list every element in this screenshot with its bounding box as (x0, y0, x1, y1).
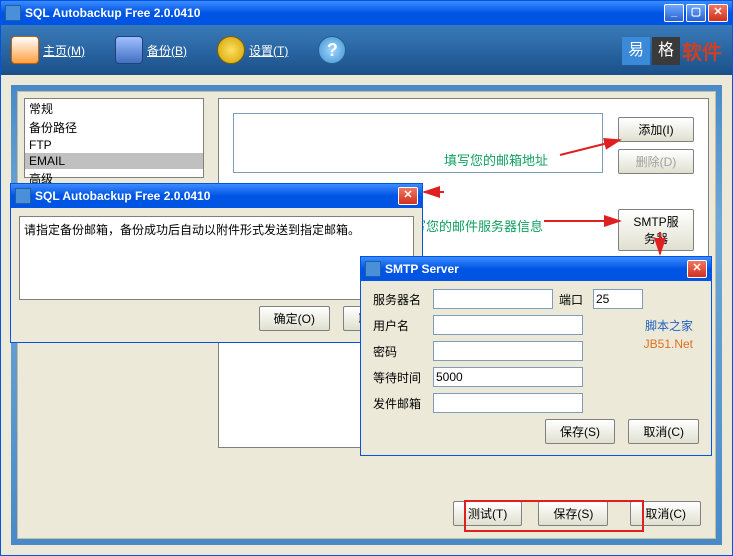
dialog1-close-button[interactable]: ✕ (398, 187, 418, 205)
label-wait: 等待时间 (373, 369, 427, 386)
backup-icon (115, 36, 143, 64)
dialog2-close-button[interactable]: ✕ (687, 260, 707, 278)
sidebar-item-ftp[interactable]: FTP (25, 137, 203, 153)
label-pass: 密码 (373, 343, 427, 360)
pass-input[interactable] (433, 341, 583, 361)
add-button[interactable]: 添加(I) (618, 117, 694, 142)
watermark-line1: 脚本之家 (644, 317, 693, 335)
toolbar-help[interactable]: ? (318, 36, 346, 64)
server-input[interactable] (433, 289, 553, 309)
minimize-button[interactable]: _ (664, 4, 684, 22)
dialog1-title: SQL Autobackup Free 2.0.0410 (35, 189, 398, 203)
wait-input[interactable] (433, 367, 583, 387)
sidebar-item-email[interactable]: EMAIL (25, 153, 203, 169)
hint-email: 填写您的邮箱地址 (444, 150, 548, 169)
watermark-line2: JB51.Net (644, 335, 693, 353)
label-port: 端口 (559, 291, 587, 308)
main-titlebar: SQL Autobackup Free 2.0.0410 _ ▢ ✕ (1, 1, 732, 25)
toolbar-home[interactable]: 主页(M) (11, 36, 85, 64)
maximize-button[interactable]: ▢ (686, 4, 706, 22)
dialog1-ok-button[interactable]: 确定(O) (259, 306, 330, 331)
dialog2-icon (365, 261, 381, 277)
close-button[interactable]: ✕ (708, 4, 728, 22)
delete-button[interactable]: 删除(D) (618, 149, 694, 174)
dialog2-save-button[interactable]: 保存(S) (545, 419, 615, 444)
sender-input[interactable] (433, 393, 583, 413)
app-icon (5, 5, 21, 21)
sidebar-item-backuppath[interactable]: 备份路径 (25, 118, 203, 137)
sidebar-item-general[interactable]: 常规 (25, 99, 203, 118)
dialog2-cancel-button[interactable]: 取消(C) (628, 419, 699, 444)
help-icon: ? (318, 36, 346, 64)
logo-yi: 易 (622, 37, 650, 65)
label-server: 服务器名 (373, 291, 427, 308)
label-user: 用户名 (373, 317, 427, 334)
settings-icon (217, 36, 245, 64)
toolbar-backup[interactable]: 备份(B) (115, 36, 187, 64)
smtp-dialog: SMTP Server ✕ 服务器名 端口 用户名 密码 等待时间 发件邮箱 脚… (360, 256, 712, 456)
logo-soft: 软件 (682, 36, 722, 65)
sidebar: 常规 备份路径 FTP EMAIL 高级 (24, 98, 204, 178)
home-icon (11, 36, 39, 64)
watermark: 脚本之家 JB51.Net (644, 317, 693, 353)
highlight-box (464, 500, 644, 532)
logo: 易 格 软件 (620, 36, 722, 65)
dialog1-prompt: 请指定备份邮箱，备份成功后自动以附件形式发送到指定邮箱。 (19, 216, 414, 300)
smtp-server-button[interactable]: SMTP服务器 (618, 209, 694, 251)
main-title: SQL Autobackup Free 2.0.0410 (25, 6, 664, 20)
dialog2-titlebar: SMTP Server ✕ (361, 257, 711, 281)
user-input[interactable] (433, 315, 583, 335)
toolbar-settings[interactable]: 设置(T) (217, 36, 288, 64)
dialog2-title: SMTP Server (385, 262, 687, 276)
dialog1-titlebar: SQL Autobackup Free 2.0.0410 ✕ (11, 184, 422, 208)
logo-ge: 格 (652, 37, 680, 65)
port-input[interactable] (593, 289, 643, 309)
label-sender: 发件邮箱 (373, 395, 427, 412)
dialog1-icon (15, 188, 31, 204)
